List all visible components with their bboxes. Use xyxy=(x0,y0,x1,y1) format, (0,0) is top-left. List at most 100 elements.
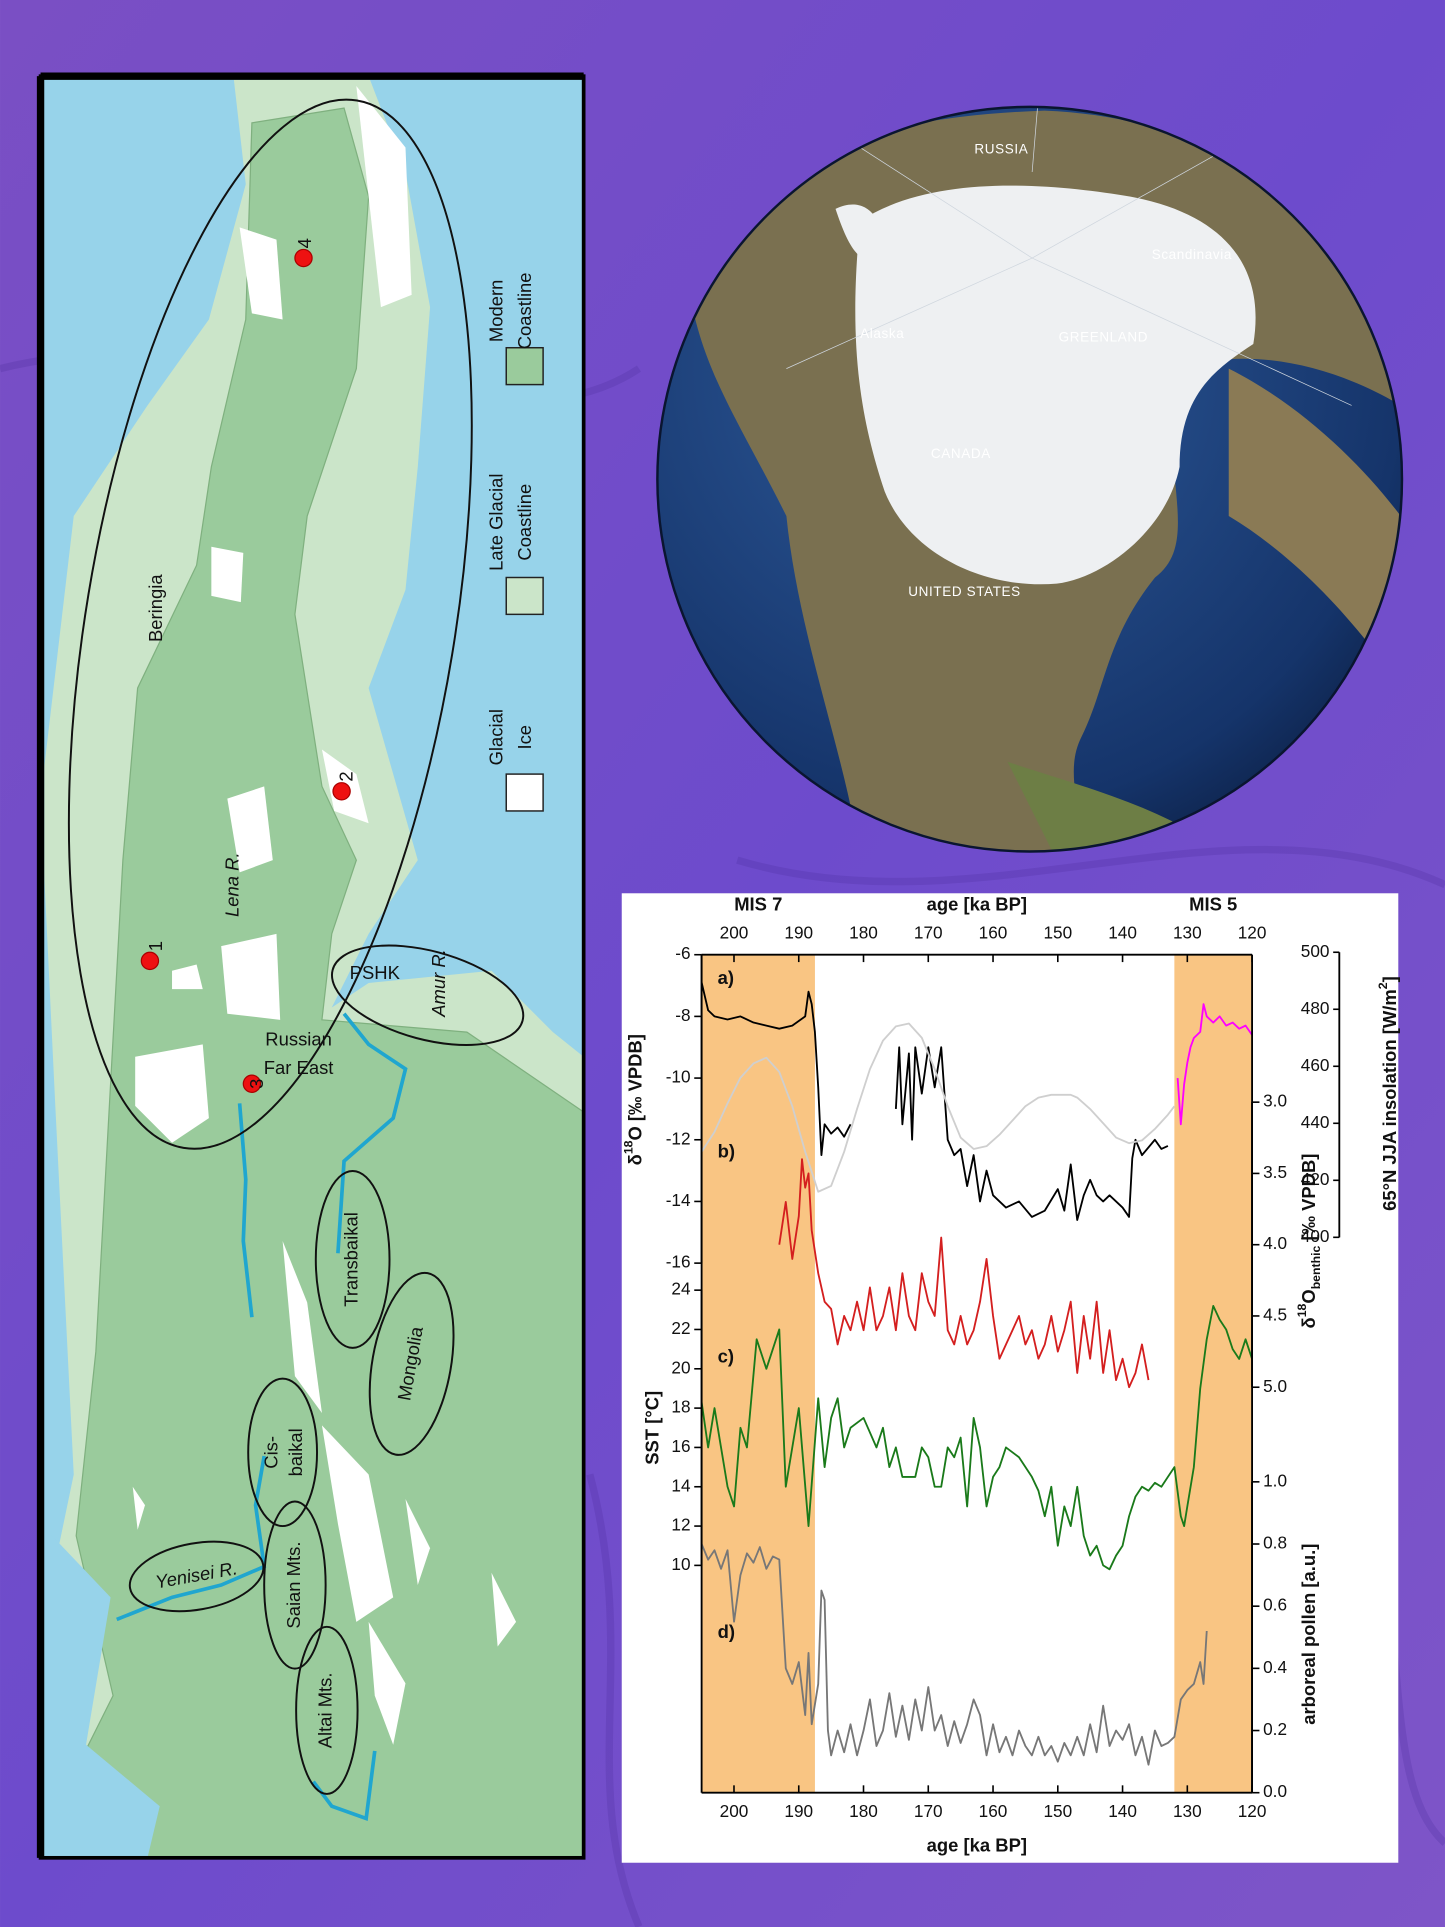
region-label: MIS 5 xyxy=(1189,893,1237,914)
y-axis-label: δ18O [‰ VPDB] xyxy=(622,1034,646,1165)
x-tick-label: 120 xyxy=(1238,922,1267,942)
label-part: 18 xyxy=(622,1140,636,1154)
y-tick-label: 10 xyxy=(671,1554,690,1574)
legend-label: Ice xyxy=(514,725,535,750)
map xyxy=(36,72,586,1860)
x-tick-label: 160 xyxy=(979,922,1008,942)
y-tick-label: 4.0 xyxy=(1263,1233,1287,1253)
shaded-region xyxy=(1174,954,1253,1793)
y-tick-label: 480 xyxy=(1301,998,1330,1018)
x-tick-label: 130 xyxy=(1173,1801,1202,1821)
y-tick-label: -12 xyxy=(666,1128,691,1148)
legend-label: Coastline xyxy=(514,272,535,349)
series-line xyxy=(778,1158,1150,1389)
site-label: 4 xyxy=(294,238,315,248)
series-line xyxy=(701,1304,1253,1571)
map-label: Lena R. xyxy=(221,852,242,917)
panel-label: c) xyxy=(718,1346,734,1367)
map-label: PSHK xyxy=(350,962,401,983)
y-tick-label: 3.0 xyxy=(1263,1091,1287,1111)
map-label: Far East xyxy=(264,1057,334,1078)
map-label: Cis- xyxy=(261,1436,282,1469)
site-label: 2 xyxy=(336,771,357,781)
y-tick-label: 5.0 xyxy=(1263,1376,1287,1396)
site-label: 1 xyxy=(145,941,166,951)
x-axis-label: age [ka BP] xyxy=(927,893,1027,914)
y-tick-label: 22 xyxy=(671,1318,690,1338)
label-part: benthic xyxy=(1309,1246,1323,1290)
x-tick-label: 190 xyxy=(784,1801,813,1821)
globe-label: Alaska xyxy=(860,326,904,341)
y-tick-label: 440 xyxy=(1301,1112,1330,1132)
x-tick-label: 200 xyxy=(720,922,749,942)
legend-label: Late Glacial xyxy=(486,474,507,571)
y-tick-label: 18 xyxy=(671,1397,690,1417)
legend-label: Glacial xyxy=(486,709,507,765)
label-part: SST [°C] xyxy=(642,1391,663,1465)
x-tick-label: 120 xyxy=(1238,1801,1267,1821)
legend-label: Coastline xyxy=(514,484,535,561)
label-part: ] xyxy=(1379,976,1400,982)
x-tick-label: 140 xyxy=(1108,1801,1137,1821)
x-tick-label: 130 xyxy=(1173,922,1202,942)
y-tick-label: -14 xyxy=(666,1190,691,1210)
x-tick-label: 140 xyxy=(1108,922,1137,942)
shaded-region xyxy=(701,954,815,1793)
x-tick-label: 150 xyxy=(1043,922,1072,942)
y-axis-label: 65°N JJA insolation [W/m2] xyxy=(1376,976,1400,1211)
x-tick-label: 180 xyxy=(849,1801,878,1821)
series-line xyxy=(701,1022,1176,1193)
globe-label: Scandinavia xyxy=(1152,247,1232,262)
y-tick-label: 0.4 xyxy=(1263,1657,1287,1677)
y-axis-label: δ18Obenthic [‰ VPDB] xyxy=(1295,1154,1323,1329)
y-tick-label: 460 xyxy=(1301,1055,1330,1075)
series-line xyxy=(701,982,1169,1221)
panel-label: d) xyxy=(718,1621,735,1642)
panel-label: a) xyxy=(718,967,734,988)
globe-land xyxy=(688,106,1401,852)
x-axis-label: age [ka BP] xyxy=(927,1835,1027,1856)
map-label: baikal xyxy=(285,1428,306,1476)
y-tick-label: 420 xyxy=(1301,1169,1330,1189)
panel-label: b) xyxy=(718,1140,735,1161)
y-tick-label: 24 xyxy=(671,1279,691,1299)
globe-label: UNITED STATES xyxy=(908,584,1021,599)
y-tick-label: -6 xyxy=(675,943,690,963)
label-part: O xyxy=(1298,1289,1319,1303)
region-label: MIS 7 xyxy=(734,893,782,914)
land xyxy=(466,1351,584,1858)
y-tick-label: 0.8 xyxy=(1263,1533,1287,1553)
modern-land xyxy=(75,107,584,1858)
label-part: δ xyxy=(1298,1317,1319,1328)
y-tick-label: 0.0 xyxy=(1263,1781,1287,1801)
region-outlines xyxy=(67,98,525,1795)
glacial-ice xyxy=(132,86,517,1745)
x-tick-label: 170 xyxy=(914,1801,943,1821)
y-tick-label: -16 xyxy=(666,1252,691,1272)
legend-swatches xyxy=(505,346,544,812)
y-tick-label: 16 xyxy=(671,1436,690,1456)
series-line xyxy=(701,1543,1208,1766)
y-tick-label: 20 xyxy=(671,1357,690,1377)
y-tick-label: -10 xyxy=(666,1067,691,1087)
globe-outline xyxy=(656,105,1404,853)
y-tick-label: 4.5 xyxy=(1263,1305,1287,1325)
label-part: arboreal pollen [a.u.] xyxy=(1298,1544,1319,1725)
x-tick-label: 170 xyxy=(914,922,943,942)
x-tick-label: 160 xyxy=(979,1801,1008,1821)
y-tick-label: 3.5 xyxy=(1263,1162,1287,1182)
y-tick-label: 12 xyxy=(671,1515,690,1535)
label-part: O [‰ VPDB] xyxy=(624,1034,645,1140)
site-label: 3 xyxy=(246,1079,267,1089)
globe-label: CANADA xyxy=(931,446,991,461)
label-part: 18 xyxy=(1295,1303,1309,1317)
map-label: Altai Mts. xyxy=(315,1673,336,1749)
y-axis-label: SST [°C] xyxy=(642,1391,663,1465)
label-part: [‰ VPDB] xyxy=(1298,1154,1319,1246)
y-tick-label: -8 xyxy=(675,1005,690,1025)
x-tick-label: 150 xyxy=(1043,1801,1072,1821)
label-part: 2 xyxy=(1376,982,1390,989)
